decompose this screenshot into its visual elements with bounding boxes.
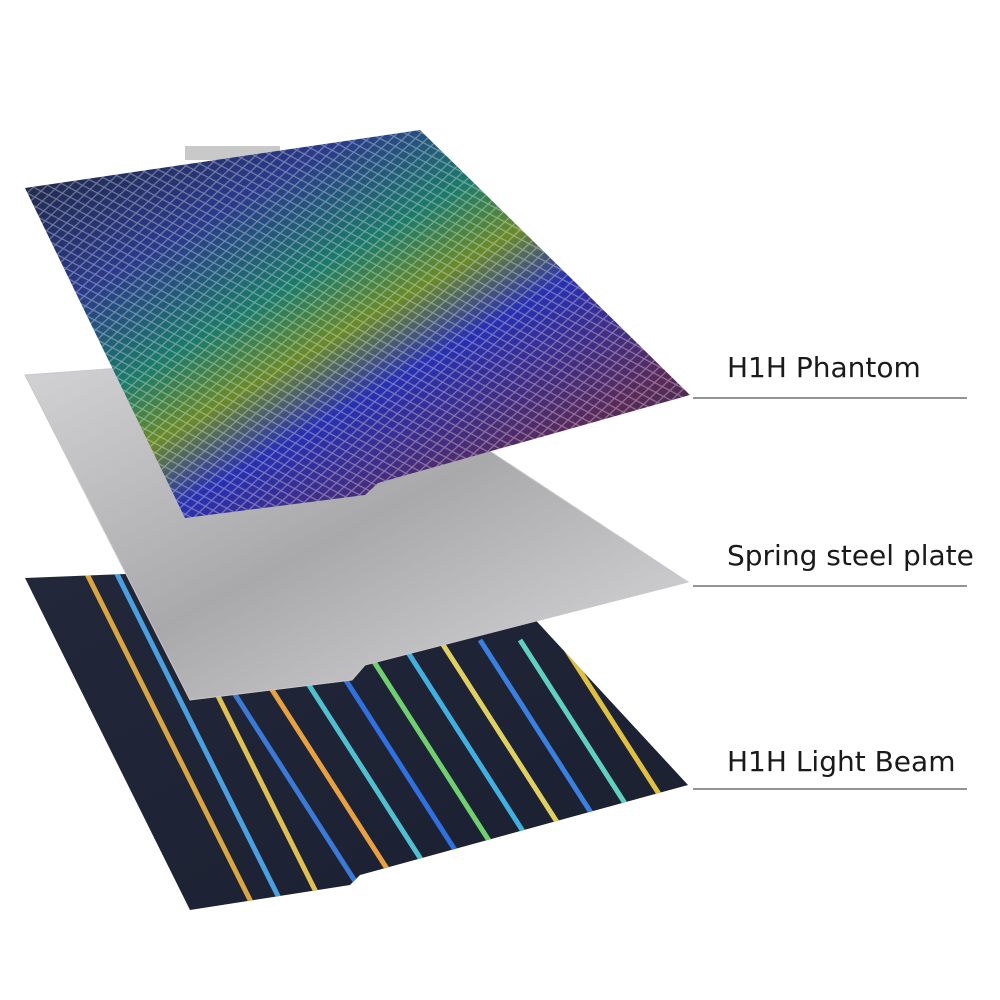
layer-label: H1H Phantom <box>727 351 921 384</box>
layer-label: Spring steel plate <box>727 539 974 572</box>
layer-label: H1H Light Beam <box>727 745 955 778</box>
phantom-plate <box>25 130 690 518</box>
